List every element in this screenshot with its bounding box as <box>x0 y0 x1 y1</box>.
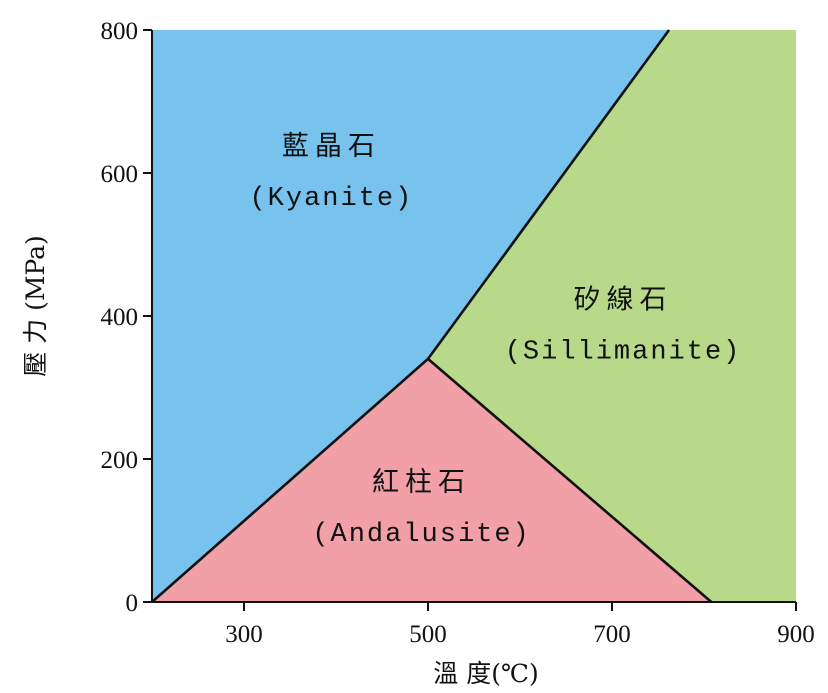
region-labels: 藍晶石 (Kyanite) 矽線石 (Sillimanite) 紅柱石 (Andalusi… <box>249 131 742 550</box>
y-tick-label: 0 <box>126 590 139 617</box>
region-label-kyanite-en: (Kyanite) <box>249 184 413 214</box>
axis-ticks: 300 500 700 900 0 200 400 600 800 <box>101 18 815 648</box>
y-tick-label: 800 <box>101 18 139 45</box>
y-tick-label: 400 <box>101 304 139 331</box>
boundary-kyanite-sillimanite <box>426 29 671 360</box>
region-label-andalusite-en: (Andalusite) <box>312 520 530 550</box>
region-fills <box>152 30 796 602</box>
x-tick-label: 500 <box>409 621 447 648</box>
region-label-kyanite-zh: 藍晶石 <box>282 131 381 162</box>
x-tick-label: 300 <box>225 621 263 648</box>
region-sillimanite <box>428 30 796 602</box>
y-tick-label: 600 <box>101 161 139 188</box>
phase-boundaries <box>151 29 713 603</box>
x-axis-label: 溫 度(℃) <box>433 659 538 688</box>
y-tick-label: 200 <box>101 447 139 474</box>
y-axis-label: 壓 力 (MPa) <box>21 235 50 377</box>
boundary-kyanite-andalusite <box>151 357 429 603</box>
region-label-sillimanite-zh: 矽線石 <box>574 285 673 316</box>
region-andalusite <box>152 358 712 602</box>
region-kyanite <box>152 30 670 602</box>
x-tick-label: 900 <box>777 621 815 648</box>
region-label-andalusite-zh: 紅柱石 <box>372 467 471 498</box>
region-label-sillimanite-en: (Sillimanite) <box>505 338 742 368</box>
boundary-andalusite-sillimanite <box>427 357 713 603</box>
x-tick-label: 700 <box>593 621 631 648</box>
